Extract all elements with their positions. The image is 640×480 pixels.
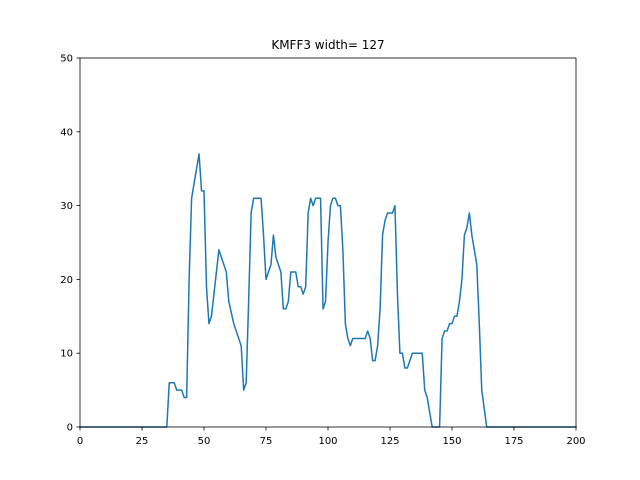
series-layer [79,153,577,428]
x-tick-label: 200 [566,436,585,447]
x-tick-label: 75 [260,436,273,447]
chart-title: KMFF3 width= 127 [271,38,384,52]
y-tick-label: 10 [60,349,73,360]
y-tick-label: 20 [60,275,73,286]
x-tick-label: 175 [504,436,523,447]
x-tick-label: 150 [442,436,461,447]
x-tick-label: 100 [318,436,337,447]
x-tick-label: 50 [198,436,211,447]
axis-layer: 0 25 50 75 100 125 150 175 200 0 10 20 30 40 50 [60,54,585,448]
y-tick-label: 40 [60,127,73,138]
y-tick-label: 0 [67,423,73,434]
x-tick-label: 0 [77,436,83,447]
y-tick-label: 50 [60,54,73,65]
series-line-0 [79,153,577,428]
y-tick-label: 30 [60,201,73,212]
x-tick-label: 125 [380,436,399,447]
x-tick-label: 25 [136,436,149,447]
